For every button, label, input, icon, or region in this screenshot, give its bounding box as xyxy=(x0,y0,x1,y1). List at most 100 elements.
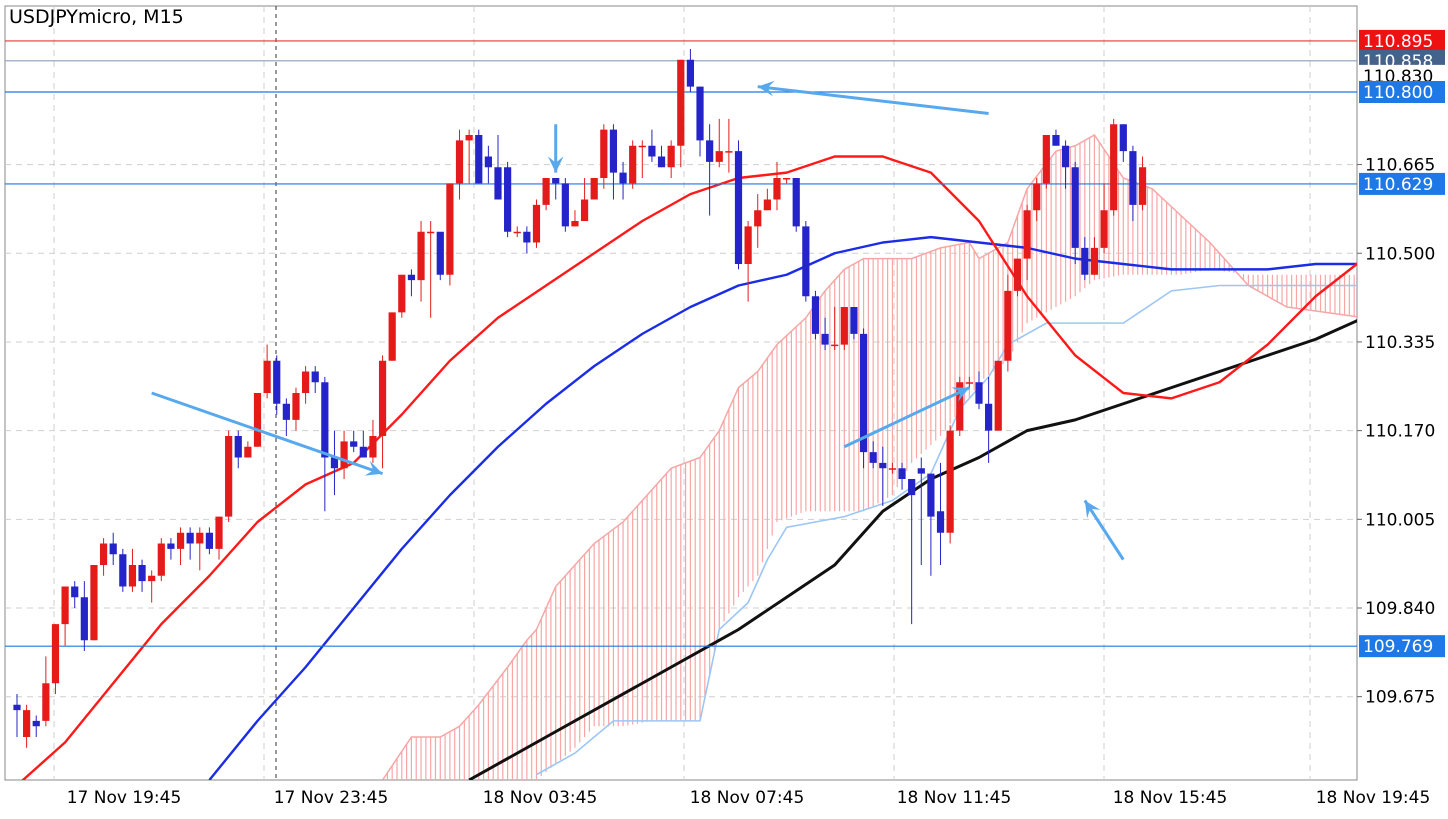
candle-body xyxy=(340,441,348,469)
y-tick-label: 109.675 xyxy=(1365,688,1435,708)
candle-body xyxy=(706,140,714,162)
candle-body xyxy=(1081,247,1089,275)
candle-body xyxy=(792,178,800,227)
candle-body xyxy=(1071,167,1079,248)
mid-ma-line xyxy=(208,235,1357,780)
candle-body xyxy=(128,565,137,587)
candle-body xyxy=(138,565,146,582)
candle-body xyxy=(215,516,223,549)
candle-body xyxy=(32,720,40,727)
candle-body xyxy=(475,135,483,184)
y-tick-label: 110.335 xyxy=(1365,333,1435,353)
candle-body xyxy=(234,436,242,458)
candle-body xyxy=(648,145,656,157)
candle-body xyxy=(802,226,810,297)
x-tick-label: 18 Nov 19:45 xyxy=(1316,788,1431,808)
candle-body xyxy=(148,575,156,582)
annotation-arrow xyxy=(843,386,971,449)
candle-body xyxy=(985,403,993,431)
candle-body xyxy=(898,468,906,479)
annotation-arrow xyxy=(151,391,384,476)
x-tick-label: 17 Nov 19:45 xyxy=(67,788,182,808)
price-label: 110.800 xyxy=(1363,83,1433,103)
candle-body xyxy=(1119,124,1127,152)
candle-body xyxy=(302,371,310,393)
price-label-bg xyxy=(1359,635,1445,658)
x-tick-label: 18 Nov 07:45 xyxy=(690,788,805,808)
price-label-bg xyxy=(1359,29,1445,52)
y-tick-label: 110.005 xyxy=(1365,510,1435,530)
candle-body xyxy=(696,86,704,141)
candle-body xyxy=(975,382,983,404)
candle-body xyxy=(609,129,618,173)
candle-body xyxy=(523,231,531,243)
candle-body xyxy=(744,226,752,264)
candle-body xyxy=(253,393,262,447)
candle-body xyxy=(725,151,733,153)
candle-body xyxy=(446,183,454,275)
candle-body xyxy=(869,452,877,463)
candle-body xyxy=(504,167,512,232)
candle-body xyxy=(465,135,473,141)
candle-body xyxy=(157,543,165,576)
candle-body xyxy=(1110,124,1118,211)
annotation-arrow xyxy=(1083,499,1125,561)
candle-body xyxy=(638,145,646,148)
annotation-arrow-head xyxy=(1084,500,1101,519)
annotation-arrow-head xyxy=(547,156,564,173)
x-tick-label: 17 Nov 23:45 xyxy=(274,788,389,808)
candle-body xyxy=(629,145,637,184)
price-label: 109.769 xyxy=(1363,637,1433,657)
candle-body xyxy=(946,430,954,533)
candle-body xyxy=(427,231,435,234)
candle-body xyxy=(1138,167,1147,205)
candle-body xyxy=(90,565,98,641)
candle-body xyxy=(811,296,820,334)
candle-body xyxy=(840,307,848,345)
candle-body xyxy=(754,210,762,227)
candle-body xyxy=(273,360,281,404)
candle-body xyxy=(80,597,88,641)
candle-body xyxy=(494,167,502,200)
candle-body xyxy=(667,145,675,168)
annotation-arrow-head xyxy=(364,460,383,476)
candle-body xyxy=(1013,258,1022,291)
candle-body xyxy=(965,382,973,384)
candle-body xyxy=(71,586,79,598)
candle-body xyxy=(205,532,213,549)
candle-body xyxy=(850,307,858,334)
candle-body xyxy=(1033,183,1041,211)
candle-body xyxy=(715,151,723,162)
candle-body xyxy=(1090,247,1099,275)
candle-body xyxy=(956,382,964,431)
x-tick-label: 18 Nov 03:45 xyxy=(483,788,598,808)
price-label-bg xyxy=(1359,81,1445,103)
candle-body xyxy=(657,156,666,168)
plot-layer xyxy=(5,40,1357,780)
candle-body xyxy=(244,446,252,458)
y-tick-label: 110.665 xyxy=(1365,156,1435,176)
candle-body xyxy=(1100,210,1108,248)
candle-body xyxy=(388,312,396,361)
candle-body xyxy=(590,178,598,200)
candle-body xyxy=(532,204,541,243)
candle-body xyxy=(552,178,560,184)
annotation-arrow xyxy=(757,85,989,115)
annotation-arrow-head xyxy=(951,387,970,402)
annotation-arrow-head xyxy=(757,80,775,97)
candle-body xyxy=(13,704,21,711)
candle-body xyxy=(927,473,935,517)
candle-body xyxy=(359,446,367,458)
y-tick-label: 110.500 xyxy=(1365,244,1435,264)
candle-body xyxy=(580,199,589,221)
candle-body xyxy=(859,333,868,453)
candle-body xyxy=(994,360,1002,431)
candle-body xyxy=(936,511,945,533)
candle-body xyxy=(821,333,829,345)
candle-body xyxy=(119,554,127,587)
candle-body xyxy=(1052,135,1060,146)
candle-body xyxy=(282,403,290,420)
candle-body xyxy=(42,683,50,721)
